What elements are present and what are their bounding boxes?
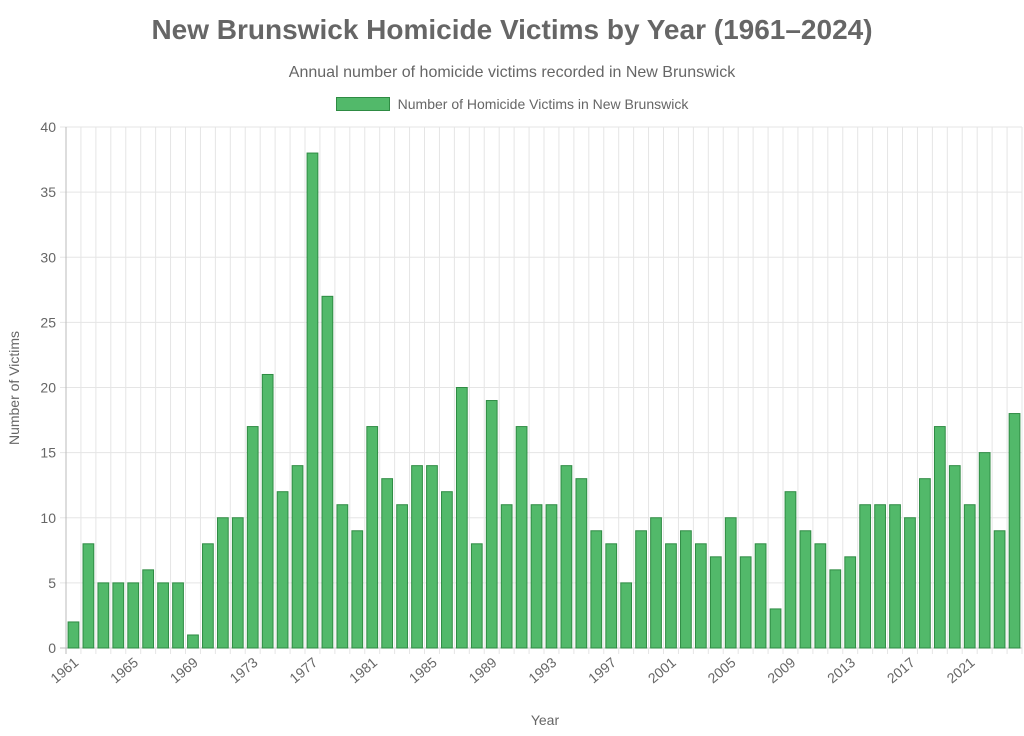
bar[interactable] — [142, 569, 155, 649]
bar[interactable] — [530, 504, 543, 649]
x-tick-label: 1965 — [107, 654, 141, 686]
x-tick-label: 2001 — [645, 654, 679, 686]
legend-label: Number of Homicide Victims in New Brunsw… — [397, 96, 689, 112]
bar[interactable] — [919, 478, 931, 649]
x-tick-label: 2021 — [943, 654, 977, 686]
bar[interactable] — [844, 556, 857, 649]
bar[interactable] — [97, 582, 110, 649]
bar[interactable] — [157, 582, 169, 649]
x-tick-label: 2013 — [824, 654, 858, 686]
bar[interactable] — [545, 504, 558, 649]
bar[interactable] — [366, 426, 379, 649]
x-tick-label: 1969 — [167, 654, 201, 686]
bar[interactable] — [829, 569, 842, 649]
bar[interactable] — [381, 478, 394, 649]
x-tick-label: 1961 — [47, 654, 81, 686]
chart-title: New Brunswick Homicide Victims by Year (… — [151, 14, 873, 45]
x-tick-label: 1989 — [465, 654, 499, 686]
y-tick-label: 20 — [40, 380, 56, 396]
x-tick-label: 1993 — [525, 654, 559, 686]
bar[interactable] — [963, 504, 976, 649]
y-tick-label: 40 — [40, 119, 56, 135]
bar[interactable] — [709, 556, 722, 649]
bar[interactable] — [127, 582, 140, 649]
bar[interactable] — [321, 295, 334, 649]
bar[interactable] — [560, 465, 573, 649]
bar[interactable] — [411, 465, 423, 649]
bar[interactable] — [216, 517, 229, 649]
bar[interactable] — [904, 517, 916, 649]
x-tick-label: 1973 — [226, 654, 260, 686]
bar[interactable] — [261, 373, 274, 649]
bar[interactable] — [291, 465, 304, 649]
legend-swatch — [335, 97, 390, 111]
bar[interactable] — [172, 582, 184, 649]
x-tick-label: 2009 — [764, 654, 798, 686]
bar[interactable] — [276, 491, 289, 649]
bar[interactable] — [859, 504, 872, 649]
bar[interactable] — [500, 504, 513, 649]
y-tick-label: 30 — [40, 249, 56, 265]
x-tick-label: 1981 — [346, 654, 380, 686]
bar[interactable] — [635, 530, 647, 649]
legend[interactable]: Number of Homicide Victims in New Brunsw… — [0, 96, 1024, 112]
bar[interactable] — [187, 634, 199, 649]
bar[interactable] — [814, 543, 827, 649]
bar[interactable] — [470, 543, 483, 649]
bar[interactable] — [351, 530, 364, 649]
bar[interactable] — [515, 426, 528, 649]
bar[interactable] — [202, 543, 214, 649]
x-tick-label: 1977 — [286, 654, 320, 686]
bar[interactable] — [933, 426, 946, 649]
y-tick-label: 5 — [48, 575, 56, 591]
bar[interactable] — [485, 400, 498, 649]
bar[interactable] — [336, 504, 349, 649]
bar[interactable] — [396, 504, 408, 649]
bars — [67, 152, 1021, 649]
bar[interactable] — [246, 426, 259, 649]
y-tick-label: 15 — [40, 445, 56, 461]
bar[interactable] — [231, 517, 244, 649]
bar[interactable] — [680, 530, 692, 649]
bar[interactable] — [874, 504, 886, 649]
y-tick-label: 0 — [48, 640, 56, 656]
bar[interactable] — [754, 543, 767, 649]
bar[interactable] — [993, 530, 1006, 649]
y-axis-title: Number of Victims — [6, 331, 22, 445]
bar[interactable] — [620, 582, 633, 649]
bar[interactable] — [605, 543, 618, 649]
bar[interactable] — [112, 582, 125, 649]
x-tick-label: 2005 — [704, 654, 738, 686]
x-tick-label: 2017 — [884, 654, 918, 686]
bar[interactable] — [948, 465, 961, 649]
bar[interactable] — [82, 543, 95, 649]
bar[interactable] — [441, 491, 453, 649]
bar[interactable] — [978, 452, 991, 649]
y-tick-label: 10 — [40, 510, 56, 526]
chart-subtitle: Annual number of homicide victims record… — [288, 64, 736, 81]
y-tick-label: 35 — [40, 184, 56, 200]
bar[interactable] — [67, 621, 80, 649]
bar[interactable] — [769, 608, 782, 649]
bar[interactable] — [1008, 413, 1021, 649]
bar[interactable] — [575, 478, 588, 649]
x-tick-label: 1997 — [585, 654, 619, 686]
bar[interactable] — [799, 530, 812, 649]
y-tick-label: 25 — [40, 314, 56, 330]
bar[interactable] — [650, 517, 662, 649]
bar[interactable] — [724, 517, 737, 649]
bar[interactable] — [784, 491, 797, 649]
bar[interactable] — [426, 465, 438, 649]
bar[interactable] — [889, 504, 901, 649]
x-tick-label: 1985 — [406, 654, 440, 686]
bar[interactable] — [590, 530, 603, 649]
bar[interactable] — [455, 387, 468, 649]
bar[interactable] — [306, 152, 319, 649]
x-axis-title: Year — [531, 712, 560, 728]
bar[interactable] — [739, 556, 752, 649]
bar[interactable] — [694, 543, 707, 649]
bar[interactable] — [665, 543, 677, 649]
